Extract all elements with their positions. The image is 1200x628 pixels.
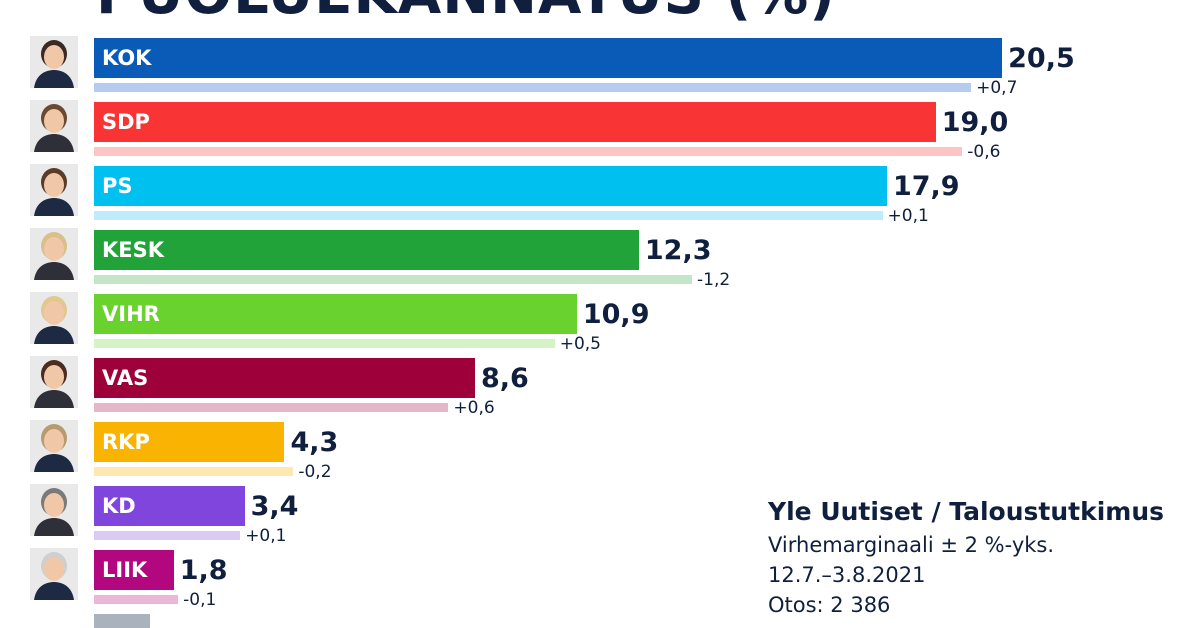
bar-label: RKP [102,430,150,454]
change-label: +0,1 [245,526,287,546]
bar-label: KD [102,494,136,518]
bar-rkp: RKP [94,422,285,462]
person-photo-icon [30,420,78,472]
previous-value-bar [94,275,693,284]
sample-size: Otos: 2 386 [768,593,891,617]
value-label: 10,9 [582,299,650,330]
bar-kd: KD [94,486,245,526]
avatar-liik [30,548,78,600]
bar-label: LIIK [102,558,148,582]
avatar-sdp [30,100,78,152]
person-photo-icon [30,292,78,344]
bar-label: SDP [102,110,150,134]
change-label: +0,7 [976,78,1018,98]
person-photo-icon [30,100,78,152]
value-label: 12,3 [644,235,712,266]
avatar-kesk [30,228,78,280]
change-label: +0,5 [559,334,601,354]
change-label: +0,6 [453,398,495,418]
previous-value-bar [94,211,883,220]
previous-value-bar [94,467,294,476]
avatar-ps [30,164,78,216]
person-photo-icon [30,548,78,600]
bar-label: VAS [102,366,149,390]
change-label: -1,2 [697,270,731,290]
avatar-vihr [30,292,78,344]
avatar-rkp [30,420,78,472]
person-photo-icon [30,36,78,88]
person-photo-icon [30,228,78,280]
bar-partial [94,614,150,628]
value-label: 20,5 [1008,43,1075,74]
bar-kok: KOK [94,38,1003,78]
bar-ps: PS [94,166,887,206]
margin-of-error: Virhemarginaali ± 2 %-yks. [768,533,1055,557]
bar-vas: VAS [94,358,475,398]
change-label: -0,6 [967,142,1001,162]
value-label: 8,6 [480,363,529,394]
previous-value-bar [94,531,241,540]
previous-value-bar [94,403,449,412]
bar-sdp: SDP [94,102,936,142]
previous-value-bar [94,147,963,156]
value-label: 19,0 [941,107,1009,138]
avatar-vas [30,356,78,408]
person-photo-icon [30,164,78,216]
bar-vihr: VIHR [94,294,577,334]
bar-label: VIHR [102,302,160,326]
value-label: 4,3 [290,427,339,458]
bar-label: KESK [102,238,165,262]
person-photo-icon [30,484,78,536]
chart-title: PUOLUEKANNATUS (%) [96,0,836,27]
avatar-kd [30,484,78,536]
bar-label: PS [102,174,133,198]
previous-value-bar [94,339,555,348]
change-label: -0,2 [298,462,332,482]
value-label: 3,4 [250,491,299,522]
previous-value-bar [94,83,972,92]
person-photo-icon [30,356,78,408]
source-title: Yle Uutiset / Taloustutkimus [768,497,1165,526]
survey-period: 12.7.–3.8.2021 [768,563,926,587]
previous-value-bar [94,595,179,604]
bar-kesk: KESK [94,230,639,270]
change-label: -0,1 [183,590,217,610]
value-label: 17,9 [892,171,960,202]
value-label: 1,8 [179,555,228,586]
avatar-kok [30,36,78,88]
bar-liik: LIIK [94,550,174,590]
source-info: Yle Uutiset / Taloustutkimus Virhemargin… [768,494,1164,620]
bar-label: KOK [102,46,152,70]
change-label: +0,1 [887,206,929,226]
